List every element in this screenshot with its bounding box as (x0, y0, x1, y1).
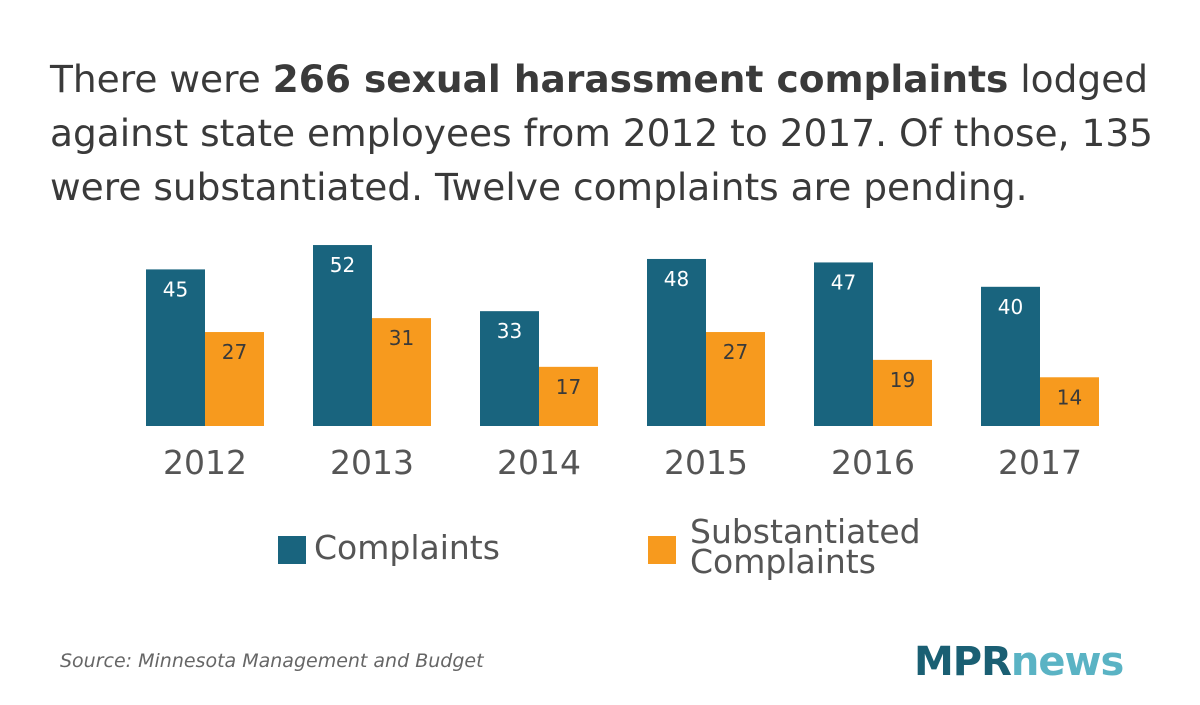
mpr-news-logo: MPRnews (914, 639, 1124, 685)
data-label-complaints-2016: 47 (831, 270, 856, 294)
bar-complaints-2017 (981, 286, 1040, 426)
bar-complaints-2012 (146, 269, 205, 426)
x-tick-label-2014: 2014 (497, 443, 581, 482)
data-label-complaints-2012: 45 (163, 277, 188, 301)
logo-mpr: MPR (914, 639, 1012, 685)
legend-label-substantiated: Substantiated Complaints (690, 512, 921, 581)
bar-substantiated-2013 (372, 318, 431, 426)
bar-substantiated-2014 (539, 366, 598, 426)
x-tick-label-2016: 2016 (831, 443, 915, 482)
x-tick-label-2013: 2013 (330, 443, 414, 482)
bar-complaints-2014 (480, 311, 539, 426)
x-tick-label-2017: 2017 (998, 443, 1082, 482)
bar-substantiated-2017 (1040, 377, 1099, 426)
data-label-complaints-2013: 52 (330, 253, 355, 277)
logo-news: news (1010, 639, 1124, 685)
legend-swatch-complaints (278, 536, 306, 564)
legend-swatch-substantiated (648, 536, 676, 564)
data-label-substantiated-2012: 27 (222, 340, 247, 364)
source-note: Source: Minnesota Management and Budget (60, 650, 484, 672)
data-label-substantiated-2017: 14 (1057, 385, 1082, 409)
data-label-substantiated-2016: 19 (890, 368, 915, 392)
x-tick-label-2012: 2012 (163, 443, 247, 482)
legend-label-complaints: Complaints (314, 528, 500, 567)
bar-substantiated-2012 (205, 332, 264, 426)
bar-substantiated-2016 (873, 359, 932, 426)
data-label-complaints-2014: 33 (497, 319, 522, 343)
data-label-substantiated-2014: 17 (556, 375, 581, 399)
headline-bold: 266 sexual harassment complaints (272, 57, 1009, 101)
headline-part1: There were (50, 57, 273, 101)
bar-complaints-2015 (647, 258, 706, 426)
data-label-substantiated-2015: 27 (723, 340, 748, 364)
bar-complaints-2016 (814, 262, 873, 426)
data-label-complaints-2015: 48 (664, 267, 689, 291)
data-label-substantiated-2013: 31 (389, 326, 414, 350)
headline: There were 266 sexual harassment complai… (50, 52, 1160, 214)
bar-chart: 45 27 2012 52 31 2013 33 17 2014 48 27 2015 47 19 2016… (146, 245, 1099, 482)
data-label-complaints-2017: 40 (998, 295, 1023, 319)
bar-complaints-2013 (313, 245, 372, 426)
headline-part2: lodged against state employees from 2012… (50, 57, 1154, 209)
x-tick-label-2015: 2015 (664, 443, 748, 482)
bar-substantiated-2015 (706, 332, 765, 426)
